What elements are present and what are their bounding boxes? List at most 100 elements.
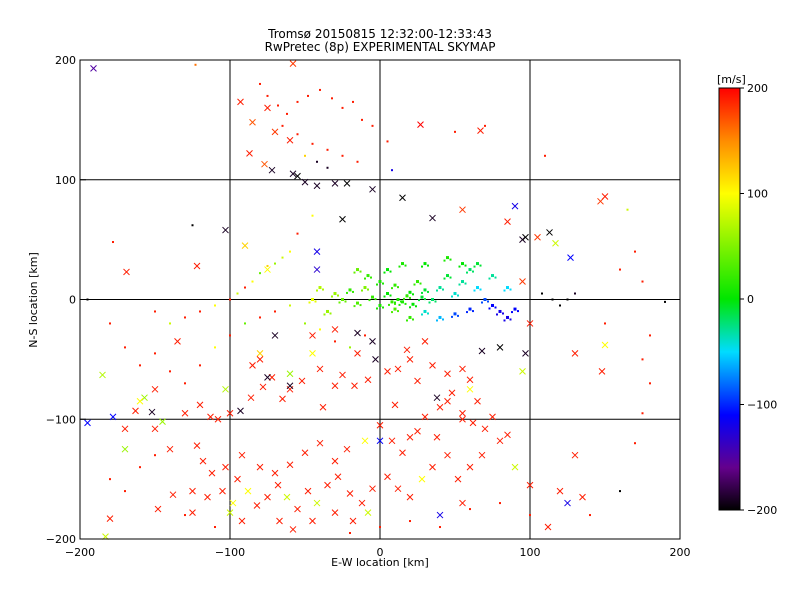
cross-point — [399, 194, 406, 202]
cross-point — [207, 413, 214, 421]
cluster-point — [405, 294, 409, 298]
cluster-point — [453, 292, 457, 296]
cross-point — [316, 439, 324, 447]
dot-point — [229, 298, 231, 301]
cluster-point — [374, 298, 377, 301]
cross-point — [294, 505, 301, 513]
cross-point — [264, 104, 271, 112]
cross-point — [283, 493, 291, 501]
dot-point — [154, 454, 156, 457]
cross-point — [208, 469, 216, 477]
dot-point — [311, 214, 314, 217]
cross-point — [319, 403, 327, 411]
cluster-point — [352, 290, 354, 293]
cross-point — [522, 350, 529, 357]
cross-point — [159, 418, 166, 425]
cluster-point — [412, 318, 414, 321]
cluster-point — [438, 286, 442, 290]
cross-point — [286, 461, 294, 469]
cluster-point — [488, 277, 491, 280]
cluster-point — [502, 312, 504, 315]
cross-point — [433, 433, 441, 441]
cross-point — [504, 431, 511, 439]
cluster-point — [472, 270, 474, 273]
cross-point — [169, 491, 177, 499]
dot-point — [169, 322, 171, 325]
cluster-point — [438, 315, 442, 319]
cross-point — [459, 409, 466, 417]
cluster-point — [451, 295, 453, 298]
cross-point — [459, 499, 466, 507]
cross-point — [519, 278, 526, 285]
cluster-point — [423, 288, 427, 292]
cross-point — [511, 202, 519, 210]
cluster-point — [412, 293, 414, 296]
cluster-point — [386, 292, 389, 296]
x-tick-label: 100 — [520, 546, 541, 559]
cross-point — [313, 499, 321, 507]
cross-point — [309, 517, 316, 525]
cluster-point — [427, 312, 429, 315]
cross-point — [276, 517, 283, 525]
cross-point — [313, 266, 321, 273]
cross-point — [417, 121, 424, 129]
cross-point — [406, 356, 414, 363]
cluster-point — [383, 295, 386, 298]
cross-point — [406, 493, 414, 501]
cluster-point — [408, 290, 412, 294]
cluster-point — [436, 289, 438, 292]
cluster-point — [394, 301, 396, 304]
cross-point — [552, 239, 559, 247]
cross-point — [361, 437, 369, 445]
cluster-point — [513, 307, 517, 311]
cross-point — [421, 413, 429, 421]
cluster-point — [314, 300, 317, 303]
cluster-point — [378, 303, 382, 307]
cluster-point — [423, 309, 427, 313]
dot-point — [541, 292, 543, 295]
dot-point — [641, 412, 644, 415]
cluster-point — [400, 300, 402, 303]
cross-point — [466, 385, 474, 393]
cross-point — [214, 415, 222, 423]
cross-point — [519, 367, 526, 375]
cross-point — [384, 367, 391, 375]
dot-point — [281, 124, 284, 127]
cross-point — [534, 233, 541, 241]
cross-point — [222, 385, 229, 393]
dot-point — [199, 364, 201, 367]
y-tick-label: 0 — [69, 294, 76, 307]
cluster-point — [476, 286, 479, 290]
cluster-point — [464, 264, 467, 267]
dot-point — [109, 478, 111, 481]
cross-point — [121, 425, 129, 433]
dot-point — [154, 352, 156, 355]
cluster-point — [443, 277, 446, 280]
cross-point — [189, 509, 196, 517]
cross-point — [331, 382, 339, 390]
cluster-point — [326, 309, 329, 313]
cross-point — [229, 499, 237, 507]
dot-point — [371, 124, 374, 127]
cluster-point — [498, 309, 502, 313]
cross-point — [391, 401, 399, 409]
cross-point — [256, 350, 264, 357]
cross-point — [346, 490, 354, 497]
dot-point — [454, 130, 456, 133]
cluster-point — [421, 265, 423, 268]
cluster-point — [464, 282, 467, 285]
cluster-point — [308, 301, 311, 304]
cluster-point — [409, 306, 411, 309]
dot-point — [589, 514, 591, 517]
dot-point — [664, 300, 666, 303]
cluster-point — [397, 310, 399, 313]
cluster-point — [367, 288, 369, 291]
cross-point — [436, 511, 444, 519]
cross-point — [253, 502, 261, 509]
dot-point — [124, 490, 126, 493]
cross-point — [436, 403, 444, 411]
cluster-point — [393, 283, 397, 287]
cluster-point — [415, 305, 417, 308]
cluster-point — [323, 313, 326, 316]
cross-point — [246, 150, 253, 157]
